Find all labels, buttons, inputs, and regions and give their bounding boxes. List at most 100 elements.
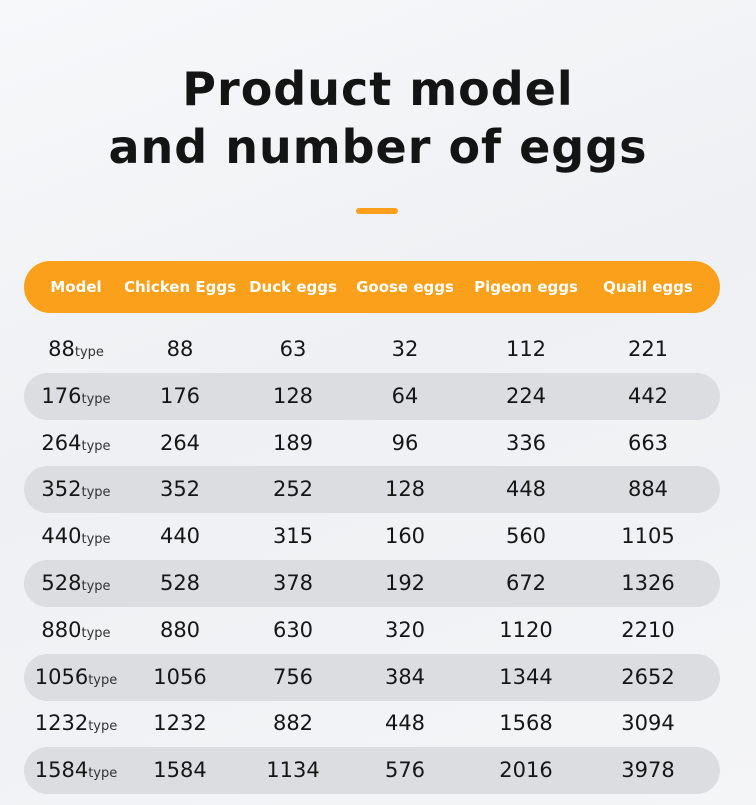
table-row: 440type 440 315 160 560 1105 xyxy=(24,513,720,560)
cell-pigeon-eggs: 1120 xyxy=(499,617,553,642)
table-row: 352type 352 252 128 448 884 xyxy=(24,466,720,514)
cell-chicken-eggs: 264 xyxy=(159,430,201,455)
cell-model: 528type xyxy=(24,560,128,607)
cell-goose-eggs: 448 xyxy=(384,711,426,736)
page-title-line-1: Product model xyxy=(182,62,574,116)
cell-quail-eggs: 1326 xyxy=(621,571,675,595)
header-goose-eggs: Goose eggs xyxy=(356,278,454,296)
table-row: 1584type 1584 1134 576 2016 3978 xyxy=(24,747,720,795)
cell-duck-eggs: 63 xyxy=(279,337,307,361)
header-chicken-eggs: Chicken Eggs xyxy=(124,278,237,296)
cell-pigeon-eggs: 112 xyxy=(505,337,547,361)
cell-quail-eggs: 3094 xyxy=(621,711,675,736)
cell-quail-eggs: 3978 xyxy=(621,758,675,783)
cell-quail-eggs: 1105 xyxy=(621,524,675,549)
table-row: 1232type 1232 882 448 1568 3094 xyxy=(24,700,720,747)
cell-chicken-eggs: 88 xyxy=(166,337,194,361)
header-duck-eggs: Duck eggs xyxy=(249,278,337,296)
model-suffix: type xyxy=(81,579,111,594)
cell-duck-eggs: 882 xyxy=(272,711,314,736)
cell-goose-eggs: 160 xyxy=(384,524,426,549)
cell-chicken-eggs: 1232 xyxy=(153,711,207,736)
cell-chicken-eggs: 880 xyxy=(159,617,201,642)
cell-goose-eggs: 320 xyxy=(384,617,426,642)
model-number: 1232 xyxy=(34,711,89,736)
cell-model: 352type xyxy=(24,466,128,513)
cell-goose-eggs: 576 xyxy=(384,758,426,783)
cell-chicken-eggs: 528 xyxy=(159,571,201,595)
header-quail-eggs: Quail eggs xyxy=(603,278,693,296)
cell-quail-eggs: 663 xyxy=(627,430,669,455)
cell-model: 440type xyxy=(24,513,128,560)
cell-pigeon-eggs: 448 xyxy=(505,477,547,502)
cell-goose-eggs: 192 xyxy=(384,571,426,595)
cell-pigeon-eggs: 2016 xyxy=(499,758,553,783)
cell-duck-eggs: 630 xyxy=(272,617,314,642)
cell-chicken-eggs: 352 xyxy=(159,477,201,502)
cell-chicken-eggs: 440 xyxy=(159,524,201,549)
cell-goose-eggs: 384 xyxy=(384,664,426,689)
cell-model: 176type xyxy=(24,373,128,420)
cell-goose-eggs: 64 xyxy=(391,383,419,408)
cell-quail-eggs: 2652 xyxy=(621,664,675,689)
page-title-line-2: and number of eggs xyxy=(108,120,648,174)
model-suffix: type xyxy=(81,438,111,454)
cell-model: 1056type xyxy=(24,654,128,701)
header-model: Model xyxy=(50,278,102,296)
cell-pigeon-eggs: 336 xyxy=(505,430,547,455)
cell-quail-eggs: 2210 xyxy=(621,617,675,642)
table-row: 264type 264 189 96 336 663 xyxy=(24,420,720,467)
cell-model: 88type xyxy=(24,326,128,373)
cell-quail-eggs: 221 xyxy=(627,337,669,361)
cell-duck-eggs: 128 xyxy=(272,383,314,408)
cell-model: 1584type xyxy=(24,747,128,794)
cell-quail-eggs: 442 xyxy=(627,383,669,408)
cell-model: 1232type xyxy=(24,700,128,747)
cell-goose-eggs: 128 xyxy=(384,477,426,502)
cell-duck-eggs: 252 xyxy=(272,477,314,502)
table-row: 176type 176 128 64 224 442 xyxy=(24,372,720,420)
model-suffix: type xyxy=(88,672,118,688)
cell-quail-eggs: 884 xyxy=(627,477,669,502)
model-suffix: type xyxy=(88,719,118,735)
cell-chicken-eggs: 1584 xyxy=(153,758,207,783)
model-number: 1056 xyxy=(34,664,89,689)
model-suffix: type xyxy=(81,391,111,407)
model-number: 352 xyxy=(41,477,82,502)
header-pigeon-eggs: Pigeon eggs xyxy=(474,278,578,296)
cell-duck-eggs: 1134 xyxy=(266,758,320,783)
table-row: 880type 880 630 320 1120 2210 xyxy=(24,607,720,654)
cell-chicken-eggs: 1056 xyxy=(153,664,207,689)
model-number: 176 xyxy=(41,383,82,408)
cell-goose-eggs: 32 xyxy=(391,337,419,361)
model-suffix: type xyxy=(88,766,118,782)
cell-duck-eggs: 756 xyxy=(272,664,314,689)
table-row: 528type 528 378 192 672 1326 xyxy=(24,560,720,607)
cell-pigeon-eggs: 1344 xyxy=(499,664,553,689)
cell-model: 264type xyxy=(24,420,128,467)
model-suffix: type xyxy=(81,625,111,641)
cell-duck-eggs: 189 xyxy=(272,430,314,455)
cell-goose-eggs: 96 xyxy=(391,430,419,455)
table-header: Model Chicken Eggs Duck eggs Goose eggs … xyxy=(24,261,720,313)
cell-model: 880type xyxy=(24,607,128,654)
model-number: 528 xyxy=(41,571,82,595)
model-number: 264 xyxy=(41,430,82,455)
table-row: 1056type 1056 756 384 1344 2652 xyxy=(24,653,720,701)
model-number: 880 xyxy=(41,617,82,642)
model-number: 440 xyxy=(41,524,82,549)
model-number: 1584 xyxy=(34,758,89,783)
model-suffix: type xyxy=(81,485,111,501)
model-suffix: type xyxy=(74,345,104,360)
title-accent-bar xyxy=(356,208,398,214)
cell-duck-eggs: 315 xyxy=(272,524,314,549)
cell-duck-eggs: 378 xyxy=(272,571,314,595)
table-row: 88type 88 63 32 112 221 xyxy=(24,326,720,373)
model-suffix: type xyxy=(81,532,111,548)
model-number: 88 xyxy=(48,337,75,361)
cell-pigeon-eggs: 672 xyxy=(505,571,547,595)
cell-chicken-eggs: 176 xyxy=(159,383,201,408)
cell-pigeon-eggs: 560 xyxy=(505,524,547,549)
cell-pigeon-eggs: 224 xyxy=(505,383,547,408)
cell-pigeon-eggs: 1568 xyxy=(499,711,553,736)
